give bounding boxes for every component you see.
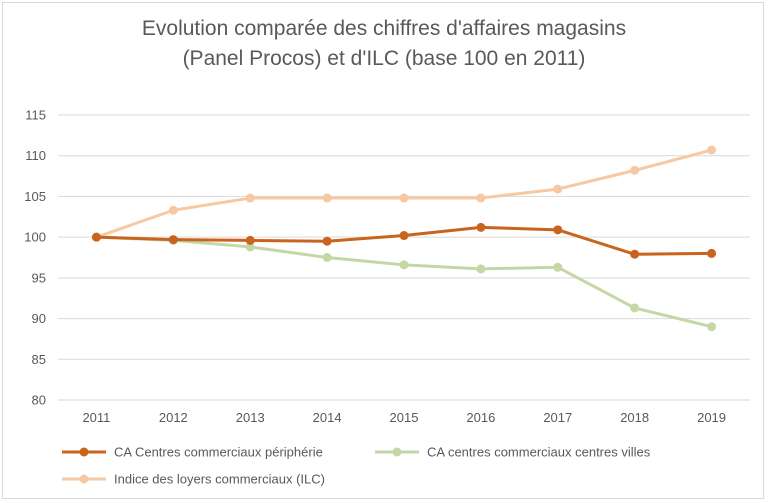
data-point [707,248,717,258]
data-point [245,193,255,203]
data-point [245,242,255,252]
series-lines [91,145,717,332]
legend-label: CA Centres commerciaux périphérie [114,445,323,460]
legend-label: CA centres commerciaux centres villes [427,445,651,460]
data-point [322,236,332,246]
data-point [168,205,178,215]
x-tick-label: 2015 [390,410,419,425]
legend-swatch-marker [392,447,402,457]
data-point [553,225,563,235]
y-tick-label: 100 [24,230,46,245]
x-axis-ticks: 2011 2012 2013 2014 2015 2016 2017 2018 2019 [82,410,726,425]
legend: CA Centres commerciaux périphérie CA cent… [62,445,651,487]
chart-title-line-1: Evolution comparée des chiffres d'affair… [141,17,627,40]
data-point [476,193,486,203]
data-point [707,145,717,155]
x-tick-label: 2013 [236,410,265,425]
x-tick-label: 2012 [159,410,188,425]
chart-title: Evolution comparée des chiffres d'affair… [0,14,768,74]
y-tick-label: 105 [24,189,46,204]
data-point [322,253,332,262]
data-point [630,303,640,313]
data-point [399,260,409,270]
y-tick-label: 80 [32,393,46,408]
y-tick-label: 90 [32,311,46,326]
legend-label: Indice des loyers commerciaux (ILC) [114,472,325,487]
data-point [399,193,409,203]
data-point [630,165,640,175]
data-point [476,264,486,274]
data-point [630,249,640,259]
y-tick-label: 115 [25,108,46,123]
x-tick-label: 2014 [313,410,342,425]
chart-title-line-2: (Panel Procos) et d'ILC (base 100 en 201… [182,47,586,70]
x-tick-label: 2017 [543,410,572,425]
y-tick-label: 85 [32,352,46,367]
legend-swatch-marker [79,447,89,457]
gridlines [58,114,750,401]
x-tick-label: 2018 [620,410,649,425]
y-axis-ticks: 80 85 90 95 100 105 110 115 [24,108,46,408]
legend-swatch-marker [79,474,89,484]
data-point [245,235,255,245]
x-tick-label: 2016 [466,410,495,425]
x-tick-label: 2011 [82,410,110,425]
data-point [399,231,409,241]
data-point [707,322,717,332]
x-tick-label: 2019 [697,410,726,425]
data-point [476,222,486,232]
data-point [553,262,563,272]
y-tick-label: 95 [32,270,46,285]
data-point [553,184,563,194]
data-point [91,232,101,242]
y-tick-label: 110 [25,148,46,163]
data-point [322,193,332,203]
data-point [168,235,178,245]
